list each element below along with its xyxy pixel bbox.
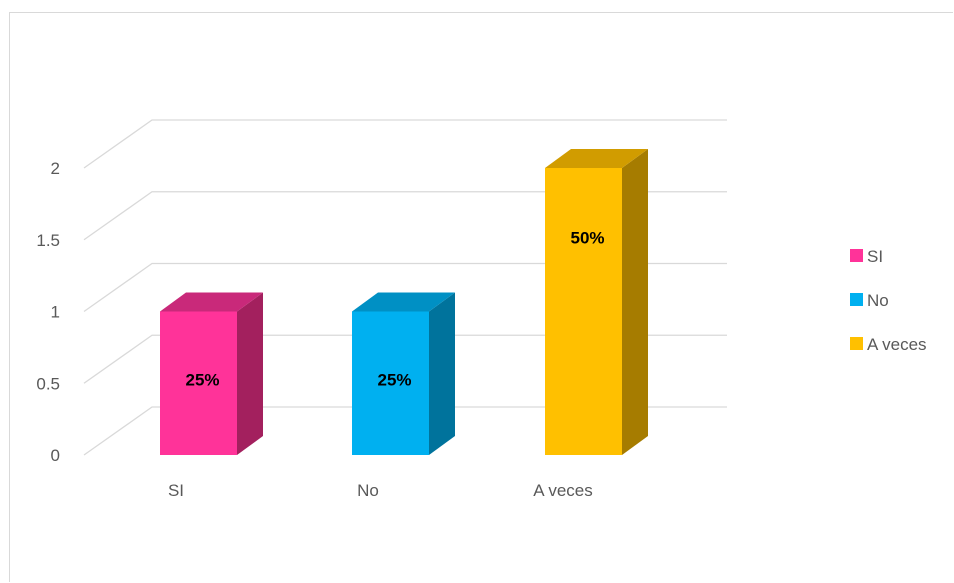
legend: SI No A veces [850, 247, 927, 354]
y-tick-label: 1.5 [36, 231, 60, 250]
gridline [83, 119, 727, 169]
legend-entry: No [850, 291, 889, 310]
bar-top-face [352, 292, 455, 312]
bar-side-face [237, 292, 263, 455]
bar-top-face [545, 149, 648, 168]
y-tick-label: 2 [51, 159, 60, 178]
data-label: 25% [185, 370, 219, 389]
gridline [83, 334, 727, 384]
legend-swatch [850, 249, 863, 262]
bar-front-face [352, 311, 429, 455]
legend-entry: A veces [850, 335, 927, 354]
bar-front-face [160, 311, 237, 455]
legend-label: No [867, 291, 889, 310]
bar-top-face [160, 292, 263, 312]
legend-swatch [850, 293, 863, 306]
x-category-label: No [357, 481, 379, 500]
x-axis-labels: SI No A veces [168, 481, 593, 500]
legend-swatch [850, 337, 863, 350]
bar-front-face [545, 168, 622, 455]
gridline [83, 406, 727, 456]
data-label: 25% [377, 370, 411, 389]
bar-side-face [429, 292, 455, 455]
bar-a-veces: 50% [545, 149, 648, 455]
bars-layer: 25% 25% 50% [160, 149, 648, 455]
bar-side-face [622, 149, 648, 455]
y-tick-label: 0.5 [36, 374, 60, 393]
y-tick-label: 0 [51, 446, 60, 465]
x-category-label: SI [168, 481, 184, 500]
grid-layer [83, 119, 727, 456]
legend-entry: SI [850, 247, 883, 266]
y-axis-ticks: 0 0.5 1 1.5 2 [36, 159, 60, 465]
chart-frame [9, 12, 953, 582]
bar-no: 25% [352, 292, 455, 455]
legend-label: A veces [867, 335, 927, 354]
x-category-label: A veces [533, 481, 593, 500]
gridline [83, 262, 727, 313]
gridline [83, 191, 727, 241]
data-label: 50% [570, 229, 604, 248]
bar-si: 25% [160, 292, 263, 455]
y-tick-label: 1 [51, 303, 60, 322]
legend-label: SI [867, 247, 883, 266]
